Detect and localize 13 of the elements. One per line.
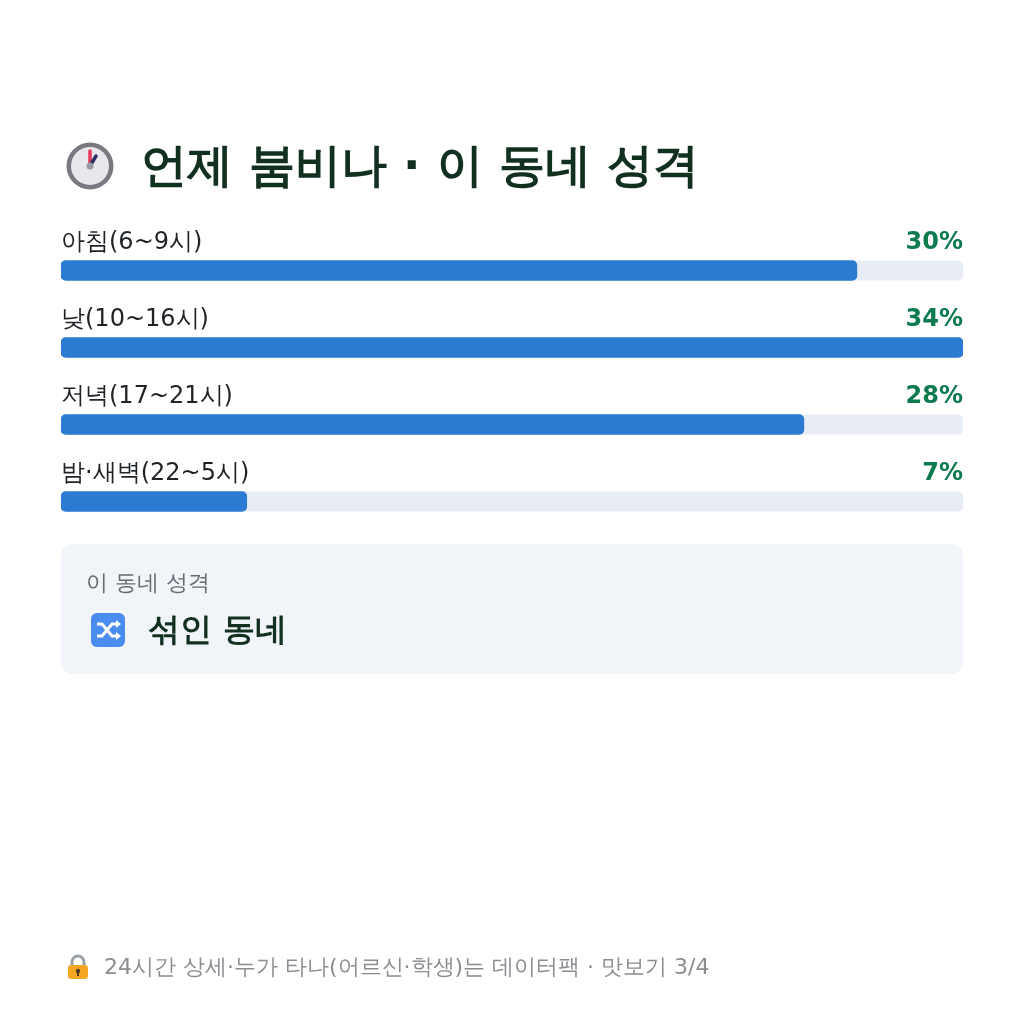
data-label: 7% xyxy=(922,457,963,486)
chart-title: 언제 붐비나 · 이 동네 성격 xyxy=(141,137,699,194)
data-label: 28% xyxy=(905,380,963,409)
text: 섞인 동네 xyxy=(148,609,288,650)
text: 24시간 상세·누가 타나(어르신·학생)는 데이터팩 · 맛보기 3/4 xyxy=(104,953,710,981)
y-tick-label: 저녁(17~21시) xyxy=(61,380,233,409)
text: 이 동네 성격 xyxy=(86,569,210,597)
bar xyxy=(61,491,248,512)
y-tick-label: 밤·새벽(22~5시) xyxy=(61,457,250,486)
data-label: 30% xyxy=(905,226,963,255)
data-label: 34% xyxy=(905,303,963,332)
y-tick-label: 낮(10~16시) xyxy=(61,303,209,332)
y-tick-label: 아침(6~9시) xyxy=(61,226,203,255)
